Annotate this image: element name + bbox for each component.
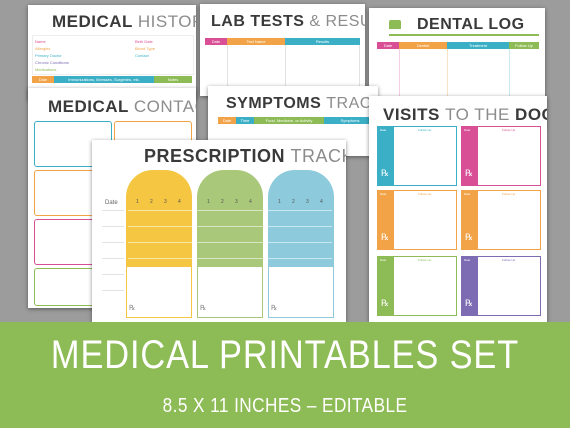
prescription-rx: ℞ — [129, 305, 136, 312]
visit-followup-label: Follow Up — [418, 258, 432, 262]
field-contact: Contact — [135, 53, 149, 58]
visit-followup-label: Follow Up — [418, 128, 432, 132]
field-chronic: Chronic Conditions — [35, 60, 69, 65]
visits-doctor-sheet: VISITS TO THE DOCTOR Date Follow Up ℞ Da… — [369, 96, 547, 322]
visit-card: Date Follow Up ℞ — [461, 190, 541, 250]
visit-followup-label: Follow Up — [502, 128, 516, 132]
history-fields-box: Name Allergies Primary Doctor Chronic Co… — [32, 35, 194, 75]
visit-rx: ℞ — [465, 298, 474, 308]
field-birth-date: Birth Date — [135, 39, 153, 44]
medical-history-title: MEDICAL HISTORY — [52, 12, 196, 31]
visit-followup-label: Follow Up — [418, 192, 432, 196]
visit-card-label-column — [378, 127, 394, 185]
visit-card-label-column — [378, 191, 394, 249]
prescription-notes-yellow: ℞ — [126, 266, 192, 318]
visits-doctor-title: VISITS TO THE DOCTOR — [383, 105, 547, 124]
prescription-rx: ℞ — [271, 305, 278, 312]
visit-card: Date Follow Up ℞ — [461, 126, 541, 186]
field-name: Name — [35, 39, 46, 44]
visit-card-label-column — [462, 191, 478, 249]
visit-card: Date Follow Up ℞ — [377, 126, 457, 186]
prescription-rx: ℞ — [200, 305, 207, 312]
visit-date-label: Date — [380, 192, 387, 196]
prescription-column-green: 1 2 3 4 — [197, 170, 263, 266]
symptoms-header-bar: Date Time Food, Medicine, or Activity Sy… — [218, 117, 376, 124]
visit-followup-label: Follow Up — [502, 192, 516, 196]
dental-header-bar: Date Dentist Treatment Follow Up — [377, 42, 539, 49]
dental-log-title: DENTAL LOG — [417, 16, 525, 33]
lab-tests-sheet: LAB TESTS & RESULTS Date Test Name Resul… — [200, 4, 365, 96]
visit-date-label: Date — [464, 192, 471, 196]
banner-subtitle: 8.5 X 11 INCHES – EDITABLE — [162, 395, 408, 417]
prescription-column-yellow: 1 2 3 4 — [126, 170, 192, 266]
field-blood-type: Blood Type — [135, 46, 155, 51]
visit-date-label: Date — [380, 128, 387, 132]
medical-contacts-title: MEDICAL CONTACTS — [48, 97, 196, 116]
lab-tests-title: LAB TESTS & RESULTS — [211, 13, 365, 30]
visit-card-label-column — [378, 257, 394, 315]
visit-date-label: Date — [380, 258, 387, 262]
symptoms-tracker-title: SYMPTOMS TRACKER — [226, 95, 378, 112]
visit-card: Date Follow Up ℞ — [377, 256, 457, 316]
visit-rx: ℞ — [381, 168, 390, 178]
visit-card-label-column — [462, 257, 478, 315]
field-allergies: Allergies — [35, 46, 51, 51]
lab-header-bar: Date Test Name Results — [205, 38, 360, 45]
dental-title-underline — [389, 34, 539, 36]
visit-rx: ℞ — [381, 232, 390, 242]
field-primary-doctor: Primary Doctor — [35, 53, 62, 58]
visit-rx: ℞ — [465, 168, 474, 178]
visit-card-label-column — [462, 127, 478, 185]
prescription-date-label: Date — [105, 200, 118, 206]
prescription-column-blue: 1 2 3 4 — [268, 170, 334, 266]
visit-date-label: Date — [464, 128, 471, 132]
visit-rx: ℞ — [465, 232, 474, 242]
title-banner — [0, 322, 570, 428]
visit-date-label: Date — [464, 258, 471, 262]
medical-history-sheet: MEDICAL HISTORY Name Allergies Primary D… — [28, 5, 196, 100]
prescription-notes-green: ℞ — [197, 266, 263, 318]
history-header-bar: Date Immunizations, Illnesses, Surgeries… — [32, 76, 192, 83]
visit-followup-label: Follow Up — [502, 258, 516, 262]
prescription-tracker-title: PRESCRIPTION TRACKER — [144, 146, 346, 166]
banner-title: MEDICAL PRINTABLES SET — [50, 333, 520, 377]
toothbrush-icon — [389, 20, 401, 29]
visit-card: Date Follow Up ℞ — [461, 256, 541, 316]
visit-rx: ℞ — [381, 298, 390, 308]
prescription-tracker-sheet: PRESCRIPTION TRACKER Date 1 2 3 4 ℞ 1 2 … — [92, 140, 346, 322]
prescription-notes-blue: ℞ — [268, 266, 334, 318]
field-medications: Medications — [35, 67, 57, 72]
visit-card: Date Follow Up ℞ — [377, 190, 457, 250]
